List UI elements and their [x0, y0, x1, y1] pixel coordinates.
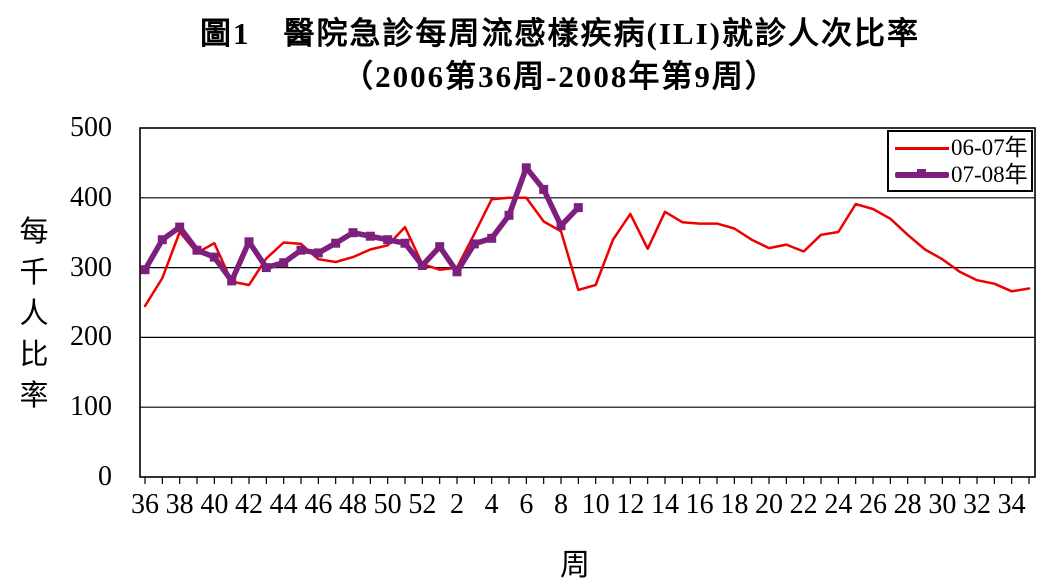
- chart-title-line1: 圖1 醫院急診每周流感樣疾病(ILI)就診人次比率: [200, 16, 920, 51]
- x-tick-label-28: 28: [893, 489, 922, 520]
- x-tick-label-38: 38: [165, 489, 194, 520]
- x-tick-label-2: 2: [450, 489, 464, 520]
- x-tick-label-18: 18: [720, 489, 749, 520]
- x-tick-label-24: 24: [824, 489, 853, 520]
- y-tick-label-500: 500: [70, 112, 112, 143]
- x-tick-label-32: 32: [963, 489, 991, 520]
- series-marker-07-08年: [452, 267, 462, 277]
- x-tick-label-30: 30: [928, 489, 957, 520]
- legend-item-06-07: 06-07年: [893, 134, 1028, 160]
- legend-line-sample-07-08: [893, 168, 951, 181]
- x-tick-label-48: 48: [339, 489, 367, 520]
- y-tick-label-300: 300: [70, 251, 112, 283]
- x-tick-label-4: 4: [484, 489, 499, 520]
- legend-label-06-07: 06-07年: [951, 134, 1028, 160]
- series-marker-07-08年: [400, 238, 410, 248]
- series-line-06-07年: [143, 196, 1031, 308]
- series-marker-07-08年: [417, 261, 427, 270]
- series-marker-07-08年: [192, 245, 202, 255]
- series-line-07-08年: [142, 165, 582, 284]
- series-marker-07-08年: [313, 248, 323, 258]
- y-tick-label-400: 400: [70, 181, 112, 213]
- series-marker-07-08年: [244, 237, 254, 247]
- x-tick-label-6: 6: [519, 489, 534, 520]
- legend-label-07-08: 07-08年: [951, 161, 1028, 187]
- series-marker-07-08年: [487, 233, 497, 243]
- x-axis-title: 周: [560, 549, 590, 582]
- legend-line-sample-06-07: [893, 142, 951, 154]
- x-tick-label-46: 46: [304, 489, 333, 520]
- x-tick-label-20: 20: [755, 489, 783, 520]
- y-axis-title-char: 人: [19, 298, 49, 330]
- y-axis-title-char: 比: [19, 339, 49, 371]
- series-marker-07-08年: [140, 265, 150, 275]
- x-tick-label-16: 16: [685, 489, 714, 520]
- x-tick-label-52: 52: [408, 489, 437, 520]
- chart-title: 圖1 醫院急診每周流感樣疾病(ILI)就診人次比率 （2006第36周-2008…: [70, 12, 1050, 98]
- x-tick-label-22: 22: [789, 489, 818, 520]
- series-marker-07-08年: [383, 235, 393, 245]
- x-tick-label-44: 44: [269, 489, 298, 520]
- y-axis-title-char: 千: [19, 257, 49, 289]
- y-tick-label-0: 0: [98, 461, 112, 492]
- x-tick-label-42: 42: [235, 489, 263, 520]
- series-marker-07-08年: [573, 203, 583, 213]
- series-marker-07-08年: [365, 231, 375, 241]
- y-axis-title-char: 率: [19, 380, 49, 412]
- series-marker-07-08年: [175, 222, 185, 232]
- series-marker-07-08年: [261, 263, 271, 273]
- series-marker-07-08年: [504, 210, 514, 220]
- series-marker-07-08年: [539, 184, 549, 194]
- series-marker-07-08年: [227, 276, 237, 286]
- x-tick-label-14: 14: [651, 489, 679, 520]
- legend: 06-07年 07-08年: [887, 130, 1033, 192]
- x-tick-label-26: 26: [859, 489, 887, 520]
- series-marker-07-08年: [556, 221, 566, 231]
- y-tick-label-200: 200: [70, 321, 112, 353]
- series-marker-07-08年: [331, 238, 341, 248]
- x-tick-label-40: 40: [200, 489, 229, 520]
- x-tick-label-12: 12: [616, 489, 645, 520]
- series-marker-07-08年: [157, 235, 167, 245]
- series-marker-07-08年: [209, 252, 219, 262]
- series-marker-07-08年: [296, 245, 306, 255]
- series-marker-07-08年: [348, 228, 358, 238]
- plot-border: [139, 127, 1036, 478]
- legend-item-07-08: 07-08年: [893, 161, 1028, 187]
- y-tick-label-100: 100: [70, 391, 112, 423]
- series-marker-07-08年: [435, 242, 445, 252]
- x-tick-label-34: 34: [997, 489, 1026, 520]
- series-marker-07-08年: [521, 163, 531, 173]
- x-tick-label-36: 36: [131, 489, 159, 520]
- x-tick-label-8: 8: [554, 489, 568, 520]
- x-tick-label-10: 10: [581, 489, 610, 520]
- series-marker-07-08年: [279, 258, 289, 268]
- series-marker-07-08年: [469, 239, 479, 249]
- x-tick-label-50: 50: [373, 489, 402, 520]
- y-axis-title-char: 每: [19, 216, 49, 248]
- chart-title-line2: （2006第36周-2008年第9周）: [342, 59, 778, 94]
- y-axis-title: 每千人比率: [16, 212, 52, 417]
